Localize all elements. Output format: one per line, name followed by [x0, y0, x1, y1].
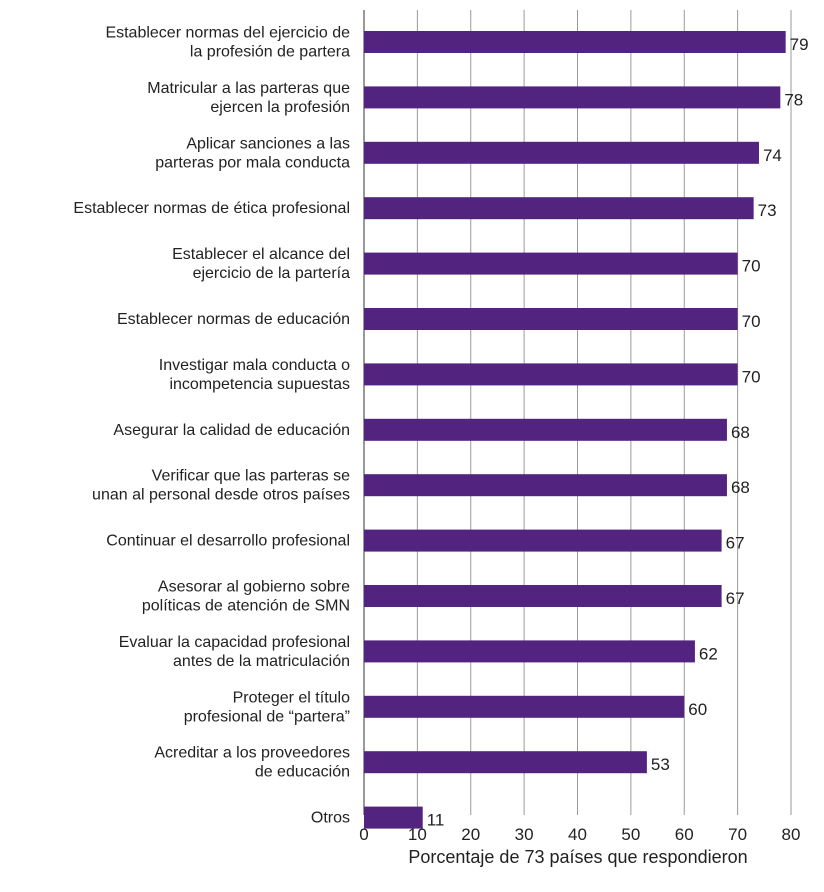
bar: [364, 86, 781, 109]
value-label: 62: [699, 644, 718, 663]
value-labels: 79 78 74 73 70 70 70 68 68 67 67 62 60 53 11: [427, 35, 809, 830]
value-label: 78: [784, 90, 803, 109]
category-label: Matricular a las parteras que ejercen la …: [147, 80, 350, 116]
category-label: Acreditar a los proveedores de educación: [154, 745, 350, 781]
bar: [364, 751, 647, 774]
bar: [364, 640, 695, 663]
bar: [364, 363, 738, 386]
bar: [364, 806, 423, 829]
bar: [364, 141, 759, 164]
x-tick-label: 20: [461, 825, 480, 844]
value-label: 68: [731, 478, 750, 497]
bar: [364, 695, 685, 718]
category-label: Establecer normas de educación: [117, 311, 350, 328]
value-label: 70: [742, 257, 761, 276]
bar: [364, 308, 738, 330]
bar: [364, 529, 722, 552]
value-label: 79: [790, 35, 809, 54]
category-label: Asesorar al gobierno sobre políticas de a…: [142, 579, 350, 615]
value-label: 11: [427, 811, 445, 830]
category-label: Continuar el desarrollo profesional: [106, 533, 350, 550]
value-label: 67: [726, 534, 745, 553]
x-tick-label: 10: [408, 825, 427, 844]
x-tick-label: 50: [621, 825, 640, 844]
category-label: Asegurar la calidad de educación: [113, 422, 350, 439]
value-label: 67: [726, 589, 745, 608]
category-label: Evaluar la capacidad profesional antes de…: [119, 634, 350, 670]
x-tick-label: 30: [515, 825, 534, 844]
category-label: Aplicar sanciones a las parteras por mala…: [155, 135, 350, 171]
bar: [364, 31, 786, 53]
bar: [364, 197, 754, 220]
value-label: 74: [763, 146, 782, 165]
gridlines: [363, 10, 792, 815]
x-axis-ticks: 0 10 20 30 40 50 60 70 80: [359, 825, 800, 844]
value-label: 73: [758, 201, 777, 220]
value-label: 70: [742, 312, 761, 331]
bar: [364, 252, 738, 275]
value-label: 70: [742, 367, 761, 386]
bar: [364, 418, 727, 441]
category-label: Otros: [311, 810, 350, 827]
bar: [364, 474, 727, 497]
x-tick-label: 80: [782, 825, 801, 844]
category-label: Proteger el título profesional de “parter…: [184, 689, 350, 725]
category-label: Verificar que las parteras se unan al per…: [92, 468, 350, 504]
category-labels: Establecer normas del ejercicio de la pro…: [73, 25, 350, 827]
x-tick-label: 60: [675, 825, 694, 844]
category-label: Establecer el alcance del ejercicio de la…: [172, 246, 350, 282]
category-label: Establecer normas de ética profesional: [73, 200, 350, 217]
value-label: 60: [688, 700, 707, 719]
category-label: Investigar mala conducta o incompetencia …: [159, 357, 350, 393]
value-label: 68: [731, 423, 750, 442]
category-label: Establecer normas del ejercicio de la pro…: [105, 25, 350, 61]
x-tick-label: 70: [728, 825, 747, 844]
x-tick-label: 40: [568, 825, 587, 844]
value-label: 53: [651, 755, 670, 774]
bars: [364, 31, 786, 829]
x-tick-label: 0: [359, 825, 368, 844]
x-axis-label: Porcentaje de 73 países que respondieron: [408, 847, 747, 867]
bar: [364, 585, 722, 607]
